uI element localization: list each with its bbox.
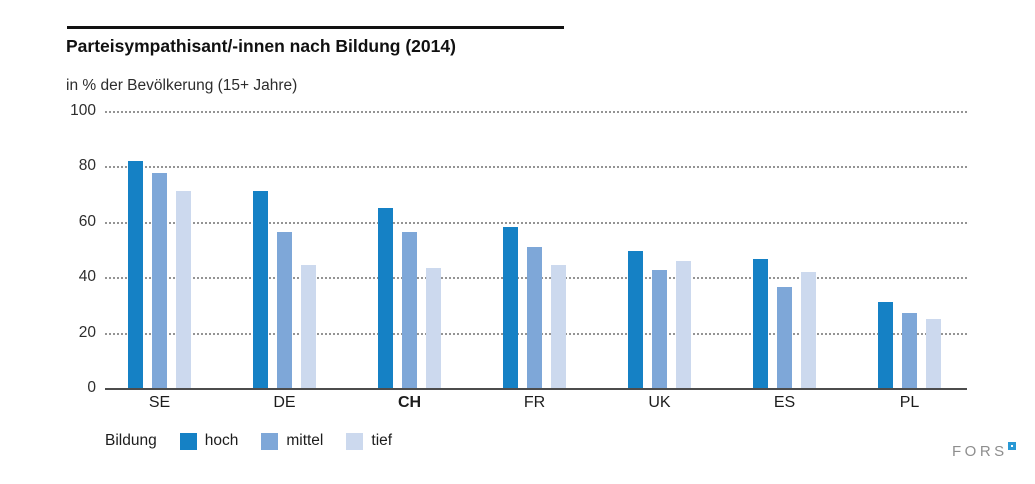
y-axis-tick-label-40: 40 <box>78 268 96 286</box>
chart-subtitle: in % der Bevölkerung (15+ Jahre) <box>66 77 298 94</box>
gridline-100 <box>105 111 967 113</box>
title-rule <box>67 26 564 29</box>
chart-title: Parteisympathisant/-innen nach Bildung (… <box>66 36 456 56</box>
x-axis-label-PL: PL <box>899 394 920 411</box>
x-axis-label-SE: SE <box>148 394 171 411</box>
legend-item-label-mittel: mittel <box>286 432 324 449</box>
y-axis-tick-label-0: 0 <box>87 379 96 396</box>
gridline-80 <box>105 166 967 169</box>
bar-SE-tief <box>176 191 191 388</box>
bar-CH-tief <box>426 267 441 388</box>
bar-SE-hoch <box>128 160 143 388</box>
bar-PL-tief <box>926 318 941 388</box>
bar-CH-hoch <box>378 207 393 388</box>
bar-SE-mittel <box>152 173 167 388</box>
bar-ES-mittel <box>777 286 792 388</box>
bar-DE-hoch <box>253 191 268 388</box>
y-axis-tick-label-100: 100 <box>70 102 96 119</box>
x-axis-label-DE: DE <box>273 394 296 411</box>
legend-swatch-hoch <box>179 432 197 450</box>
legend: Bildung hoch mittel tief <box>105 430 415 452</box>
legend-item-label-hoch: hoch <box>204 432 239 449</box>
legend-item-mittel: mittel <box>261 432 323 450</box>
legend-title: Bildung <box>105 432 157 449</box>
bar-UK-tief <box>676 260 691 388</box>
bar-CH-mittel <box>402 231 417 388</box>
bar-UK-mittel <box>652 270 667 388</box>
x-axis-label-FR: FR <box>523 394 546 411</box>
x-axis-label-CH: CH <box>397 394 422 411</box>
bar-FR-tief <box>551 264 566 388</box>
fors-logo: FORS <box>952 442 1016 460</box>
fors-logo-mark-icon <box>1007 442 1016 450</box>
legend-swatch-tief <box>346 432 364 450</box>
y-axis-tick-label-80: 80 <box>78 157 96 175</box>
bar-FR-hoch <box>503 227 518 388</box>
fors-logo-text: FORS <box>952 443 1008 460</box>
legend-item-label-tief: tief <box>371 432 393 449</box>
bar-FR-mittel <box>527 246 542 388</box>
legend-item-tief: tief <box>346 432 392 450</box>
bar-PL-mittel <box>902 313 917 388</box>
bar-PL-hoch <box>878 302 893 388</box>
x-axis-label-UK: UK <box>648 394 671 411</box>
bar-ES-hoch <box>753 259 768 388</box>
legend-swatch-mittel <box>261 432 279 450</box>
bar-DE-tief <box>301 264 316 388</box>
plot-area <box>105 111 967 390</box>
y-axis-tick-label-60: 60 <box>78 212 96 230</box>
bar-ES-tief <box>801 271 816 388</box>
bar-DE-mittel <box>277 231 292 388</box>
legend-item-hoch: hoch <box>179 432 239 450</box>
gridline-60 <box>105 221 967 224</box>
y-axis-tick-label-20: 20 <box>78 323 96 341</box>
x-axis-label-ES: ES <box>773 394 796 411</box>
bar-UK-hoch <box>628 250 643 388</box>
